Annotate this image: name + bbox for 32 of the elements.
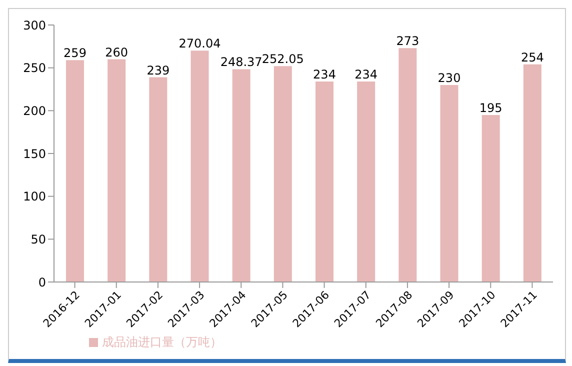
data-label: 270.04 <box>178 36 221 51</box>
bar <box>149 77 168 282</box>
y-tick-label: 100 <box>23 190 46 204</box>
y-tick-label: 300 <box>23 18 46 32</box>
data-label: 234 <box>313 68 336 82</box>
data-label: 260 <box>105 45 128 60</box>
bar <box>482 114 500 282</box>
bar <box>440 84 458 282</box>
data-label: 195 <box>479 100 502 115</box>
data-label: 273 <box>396 34 420 48</box>
bar <box>232 69 250 282</box>
bar <box>190 50 209 282</box>
data-label: 254 <box>520 50 544 64</box>
bar <box>316 82 334 282</box>
data-label: 234 <box>354 68 378 82</box>
y-tick-label: 250 <box>23 61 46 76</box>
y-tick-label: 0 <box>38 275 46 290</box>
bar <box>66 60 84 282</box>
y-tick-label: 150 <box>23 146 46 161</box>
data-label: 239 <box>146 63 170 78</box>
data-label: 252.05 <box>262 52 304 66</box>
y-tick-label: 50 <box>30 232 46 246</box>
data-label: 259 <box>64 46 86 60</box>
bar <box>274 66 292 282</box>
bar <box>398 48 417 282</box>
bar <box>357 82 376 282</box>
bar <box>108 59 126 282</box>
data-label: 230 <box>438 70 461 85</box>
y-tick-label: 200 <box>23 104 46 118</box>
data-label: 248.37 <box>220 55 262 70</box>
legend-label: 成品油进口量（万吨） <box>102 335 222 349</box>
bar <box>523 64 542 282</box>
